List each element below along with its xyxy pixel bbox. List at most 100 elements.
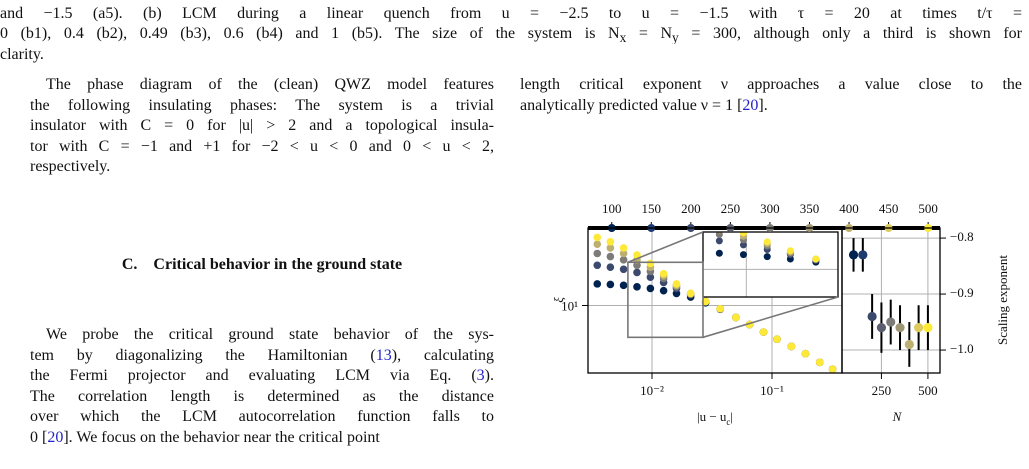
label-segment: | (730, 409, 733, 424)
data-point (633, 261, 641, 270)
text-line: respectively. (30, 158, 111, 175)
top-tick-label: 400 (839, 201, 859, 216)
data-point (633, 268, 641, 277)
text-segment: the Fermi projector and evaluating LCM v… (30, 367, 477, 385)
inset-data-point (668, 233, 675, 240)
inset-data-point (715, 232, 723, 239)
data-point (787, 342, 796, 351)
data-point (619, 244, 628, 252)
data-point (904, 339, 914, 350)
inset-data-point (894, 276, 901, 283)
inset-data-point (786, 247, 794, 255)
inset-data-point (644, 231, 651, 238)
text-line: tem by diagonalizing the Hamiltonian (13… (30, 346, 494, 366)
inset-data-point (763, 253, 771, 261)
data-point (848, 250, 859, 260)
inset-data-point (739, 251, 747, 259)
data-point (659, 286, 668, 295)
data-point (619, 249, 628, 258)
inset-data-point (812, 255, 820, 263)
inset-data-point (839, 262, 846, 269)
text-line: 0 (b1), 0.4 (b2), 0.49 (b3), 0.6 (b4) an… (0, 24, 1022, 44)
inset-data-point (865, 269, 872, 276)
text-line: the following insulating phases: The sys… (30, 96, 494, 114)
text-line: clarity. (0, 45, 44, 63)
inset-data-point (692, 216, 699, 223)
section-title: Critical behavior in the ground state (153, 256, 403, 273)
data-point (633, 283, 641, 291)
text-segment: 0 [ (30, 429, 48, 446)
text-line: and −1.5 (a5). (b) LCM during a linear q… (0, 5, 1022, 22)
y-axis-label: ξ (551, 297, 566, 303)
inset-data-point (1019, 308, 1026, 315)
inset-data-point (668, 248, 675, 255)
inset-data-point (739, 232, 747, 237)
text-segment: = 300, although only a third is shown fo… (678, 25, 1022, 43)
citation-link: 20 (742, 96, 759, 114)
inset-data-point (1019, 308, 1026, 315)
text-segment: ]. We focus on the behavior near the cri… (63, 429, 380, 446)
data-point (619, 281, 628, 290)
text-segment: tem by diagonalizing the Hamiltonian ( (30, 346, 376, 364)
data-point (759, 328, 768, 336)
inset-data-point (865, 269, 872, 276)
inset-data-point (668, 216, 675, 223)
data-point (606, 237, 615, 246)
data-point (815, 358, 824, 367)
inset-data-point (668, 211, 675, 218)
inset-data-point (1019, 308, 1026, 315)
data-point (659, 269, 668, 278)
scaling-frame (841, 227, 941, 374)
inset-data-point (692, 248, 699, 255)
data-point (672, 280, 681, 288)
data-point (646, 284, 655, 293)
zoom-connector (702, 296, 839, 339)
data-point (773, 335, 781, 343)
top-tick-label: 500 (918, 201, 938, 216)
text-line: We probe the critical ground state behav… (46, 326, 494, 343)
data-point (858, 250, 868, 260)
y2-tick-label: −1.0 (950, 341, 974, 356)
text-segment: ). (484, 367, 494, 385)
subscript: c (726, 417, 730, 427)
x-tick-label: 250 (872, 383, 892, 398)
text-line: analytically predicted value ν = 1 [20]. (520, 96, 1022, 116)
data-point (716, 305, 724, 313)
data-point (606, 280, 615, 289)
inset-data-point (894, 276, 901, 283)
top-tick-label: 300 (760, 201, 780, 216)
y2-tick-label: −0.9 (950, 285, 974, 300)
data-point (801, 349, 810, 358)
inset-data-point (894, 276, 901, 283)
inset-data-point (894, 276, 901, 283)
text-segment: ]. (758, 96, 768, 114)
x-tick-label: 500 (918, 383, 938, 398)
inset-data-point (715, 249, 723, 257)
inset-data-point (918, 282, 925, 289)
top-tick-label: 450 (879, 201, 899, 216)
inset-data-point (739, 241, 747, 249)
citation-link: 13 (375, 346, 392, 364)
inset-data-point (918, 282, 925, 289)
inset-data-point (715, 237, 723, 245)
label-segment: |u − u (697, 409, 727, 424)
data-point (593, 240, 602, 248)
text-segment: = N (626, 25, 673, 43)
text-line: tor with C = −1 and +1 for −2 < u < 0 an… (30, 137, 494, 155)
inset-data-point (1019, 308, 1026, 315)
text-line: length critical exponent ν approaches a … (520, 76, 1022, 93)
inset-data-point (918, 282, 925, 289)
data-point (619, 265, 628, 274)
text-line: insulator with C = 0 for |u| > 2 and a t… (30, 117, 494, 134)
inset-data-point (763, 238, 771, 246)
data-point (606, 263, 615, 272)
data-point (732, 313, 740, 322)
text-line: The correlation length is determined as … (30, 387, 494, 405)
data-point (886, 317, 896, 327)
data-point (593, 249, 602, 258)
top-tick-label: 150 (642, 201, 662, 216)
text-line: 0 [20]. We focus on the behavior near th… (30, 428, 494, 448)
zoom-connector (627, 231, 704, 264)
x-tick-label: 10⁻¹ (760, 383, 784, 398)
data-point (593, 233, 602, 242)
